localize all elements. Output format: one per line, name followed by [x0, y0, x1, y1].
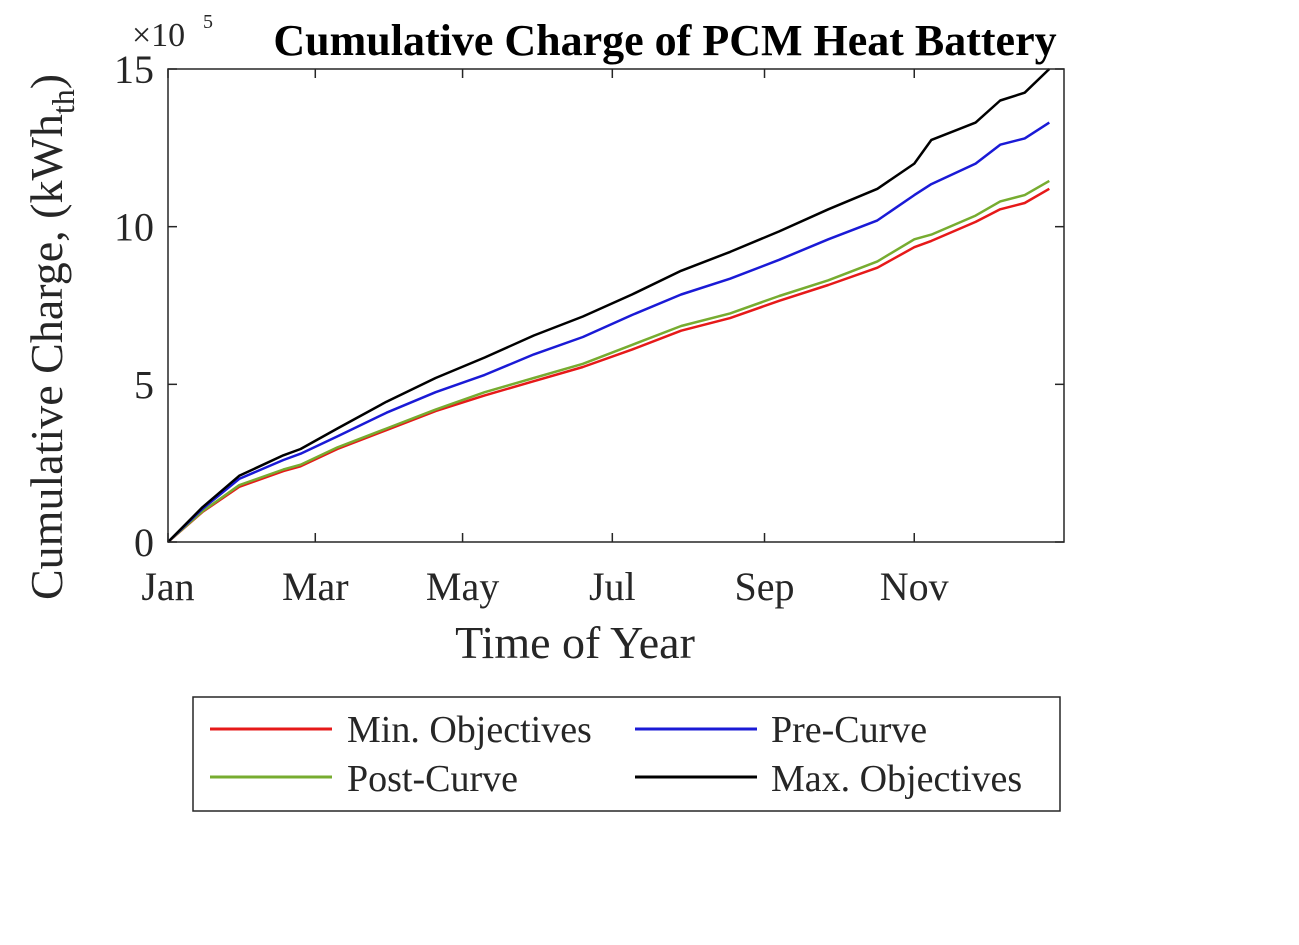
legend-box — [192, 696, 1061, 812]
legend-label-max-objectives: Max. Objectives — [771, 758, 1022, 800]
y-exponent-prefix: ×10 — [132, 17, 185, 54]
y-axis-label-close: ) — [21, 74, 72, 89]
chart-title: Cumulative Charge of PCM Heat Battery — [273, 16, 1056, 65]
series-line-max-objectives — [167, 68, 1051, 543]
y-axis-label: Cumulative Charge, (kWhth) — [21, 74, 81, 600]
x-tick-label: Jan — [141, 564, 194, 609]
legend-label-post-curve: Post-Curve — [347, 758, 518, 800]
series-line-pre-curve — [167, 121, 1050, 543]
y-exponent-power: 5 — [203, 11, 213, 33]
legend-label-pre-curve: Pre-Curve — [771, 709, 927, 751]
x-axis-label: Time of Year — [455, 617, 695, 668]
x-tick-label: Jul — [589, 564, 636, 609]
y-axis-label-subscript: th — [45, 89, 81, 114]
series-line-min-objectives — [167, 187, 1050, 543]
y-axis-label-main: Cumulative Charge, (kWh — [21, 114, 72, 600]
axes-box — [167, 68, 1065, 543]
x-tick-label: Nov — [880, 564, 949, 609]
plot-area — [168, 69, 1064, 542]
series-layer — [167, 68, 1051, 543]
legend-entry-post-curve: Post-Curve — [210, 758, 518, 800]
legend-label-min-objectives: Min. Objectives — [347, 709, 592, 751]
legend-entry-min-objectives: Min. Objectives — [210, 709, 592, 751]
x-tick-label: Mar — [282, 564, 349, 609]
y-tick-label: 5 — [134, 362, 154, 407]
series-line-post-curve — [167, 179, 1050, 543]
y-tick-label: 15 — [114, 47, 154, 92]
legend-entry-max-objectives: Max. Objectives — [635, 758, 1022, 800]
legend-entry-pre-curve: Pre-Curve — [635, 709, 927, 751]
x-tick-label: Sep — [735, 564, 795, 609]
legend: Min. Objectives Post-Curve Pre-Curve Max… — [192, 696, 1061, 812]
y-exponent: ×10 5 — [132, 11, 213, 54]
tick-layer: 0 5 10 15 Jan Mar May Jul Sep Nov — [114, 47, 1064, 609]
y-tick-label: 0 — [134, 520, 154, 565]
y-tick-label: 10 — [114, 205, 154, 250]
x-tick-label: May — [426, 564, 499, 609]
